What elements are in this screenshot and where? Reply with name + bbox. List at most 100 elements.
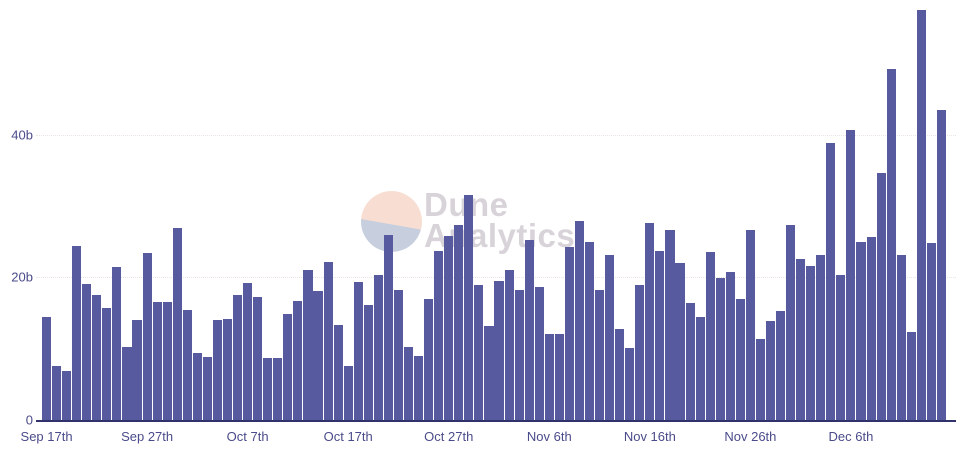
bar[interactable] bbox=[222, 318, 233, 420]
bar[interactable] bbox=[595, 290, 605, 420]
bar[interactable] bbox=[424, 298, 434, 420]
bar[interactable] bbox=[574, 221, 584, 420]
bar[interactable] bbox=[524, 239, 534, 420]
bar[interactable] bbox=[685, 303, 695, 420]
bar[interactable] bbox=[886, 69, 896, 420]
bar[interactable] bbox=[273, 357, 283, 420]
bar[interactable] bbox=[755, 338, 765, 420]
bar[interactable] bbox=[253, 296, 263, 420]
bar[interactable] bbox=[283, 314, 293, 420]
bar[interactable] bbox=[796, 258, 806, 420]
bar[interactable] bbox=[62, 370, 72, 420]
bar[interactable] bbox=[514, 290, 524, 420]
bar[interactable] bbox=[393, 290, 404, 420]
bar[interactable] bbox=[695, 317, 705, 420]
bar[interactable] bbox=[152, 301, 162, 420]
bar[interactable] bbox=[856, 242, 866, 420]
bar[interactable] bbox=[544, 333, 554, 420]
bar[interactable] bbox=[705, 251, 715, 420]
bar[interactable] bbox=[615, 329, 625, 420]
bar[interactable] bbox=[655, 251, 665, 420]
bar[interactable] bbox=[504, 269, 514, 420]
bar[interactable] bbox=[665, 229, 675, 420]
bar[interactable] bbox=[202, 357, 212, 420]
bar[interactable] bbox=[846, 129, 856, 420]
bar[interactable] bbox=[564, 246, 574, 420]
bar[interactable] bbox=[363, 305, 373, 420]
bar[interactable] bbox=[454, 225, 464, 420]
bar[interactable] bbox=[293, 300, 303, 420]
bar[interactable] bbox=[916, 10, 926, 420]
bar[interactable] bbox=[162, 302, 172, 420]
bar[interactable] bbox=[353, 281, 363, 420]
bar[interactable] bbox=[303, 269, 313, 420]
bar[interactable] bbox=[102, 308, 112, 420]
bar[interactable] bbox=[484, 325, 494, 420]
bar[interactable] bbox=[474, 285, 484, 420]
bar[interactable] bbox=[323, 262, 333, 420]
bar[interactable] bbox=[182, 309, 192, 420]
bar[interactable] bbox=[816, 255, 826, 420]
x-axis-tick-label: Sep 27th bbox=[121, 429, 174, 444]
bar[interactable] bbox=[906, 332, 916, 420]
bar[interactable] bbox=[414, 355, 424, 420]
bar[interactable] bbox=[383, 234, 393, 420]
bar[interactable] bbox=[725, 271, 735, 420]
x-axis-tick-label: Dec 6th bbox=[828, 429, 874, 444]
x-axis-tick-label: Oct 27th bbox=[424, 429, 474, 444]
bar[interactable] bbox=[926, 243, 936, 420]
bar[interactable] bbox=[343, 365, 353, 420]
bar[interactable] bbox=[675, 263, 685, 420]
bar[interactable] bbox=[52, 365, 62, 420]
bar[interactable] bbox=[82, 283, 92, 420]
bar[interactable] bbox=[132, 320, 142, 420]
x-axis-line bbox=[36, 420, 956, 422]
bar[interactable] bbox=[373, 275, 383, 420]
x-axis-tick-label: Oct 17th bbox=[323, 429, 373, 444]
bar[interactable] bbox=[122, 347, 132, 420]
bar[interactable] bbox=[212, 320, 223, 420]
x-axis-tick-label: Nov 16th bbox=[623, 429, 676, 444]
bar[interactable] bbox=[776, 310, 786, 420]
bar[interactable] bbox=[42, 317, 52, 420]
bar[interactable] bbox=[554, 333, 564, 420]
bar[interactable] bbox=[464, 194, 474, 420]
bar[interactable] bbox=[826, 143, 836, 420]
bar[interactable] bbox=[192, 352, 202, 420]
y-axis-tick-label: 20b bbox=[11, 269, 33, 285]
bar[interactable] bbox=[786, 225, 796, 420]
bar[interactable] bbox=[635, 284, 645, 420]
bar[interactable] bbox=[243, 283, 253, 420]
bar[interactable] bbox=[765, 320, 776, 420]
x-axis-tick-label: Oct 7th bbox=[226, 429, 269, 444]
bar[interactable] bbox=[715, 278, 725, 420]
bar[interactable] bbox=[333, 325, 343, 420]
bar[interactable] bbox=[434, 251, 444, 420]
bar[interactable] bbox=[233, 295, 243, 420]
bar[interactable] bbox=[72, 246, 82, 420]
bar[interactable] bbox=[866, 237, 876, 420]
bar[interactable] bbox=[313, 290, 323, 420]
bar[interactable] bbox=[876, 172, 886, 420]
bar[interactable] bbox=[936, 109, 946, 420]
bar[interactable] bbox=[403, 347, 414, 420]
bar[interactable] bbox=[735, 298, 745, 420]
y-axis-tick-label: 0 bbox=[25, 412, 33, 428]
bar[interactable] bbox=[605, 255, 615, 420]
bar[interactable] bbox=[745, 229, 755, 420]
bar[interactable] bbox=[142, 253, 152, 420]
bar[interactable] bbox=[112, 267, 122, 420]
bar[interactable] bbox=[806, 266, 816, 420]
bar[interactable] bbox=[172, 227, 182, 420]
bar[interactable] bbox=[836, 275, 846, 420]
bar[interactable] bbox=[584, 241, 595, 420]
bar[interactable] bbox=[645, 223, 655, 420]
bar[interactable] bbox=[896, 254, 906, 420]
bar[interactable] bbox=[92, 294, 102, 420]
bar[interactable] bbox=[625, 348, 635, 420]
bar[interactable] bbox=[444, 236, 454, 420]
bar[interactable] bbox=[494, 280, 504, 420]
bar[interactable] bbox=[534, 286, 544, 420]
bar[interactable] bbox=[263, 357, 273, 420]
